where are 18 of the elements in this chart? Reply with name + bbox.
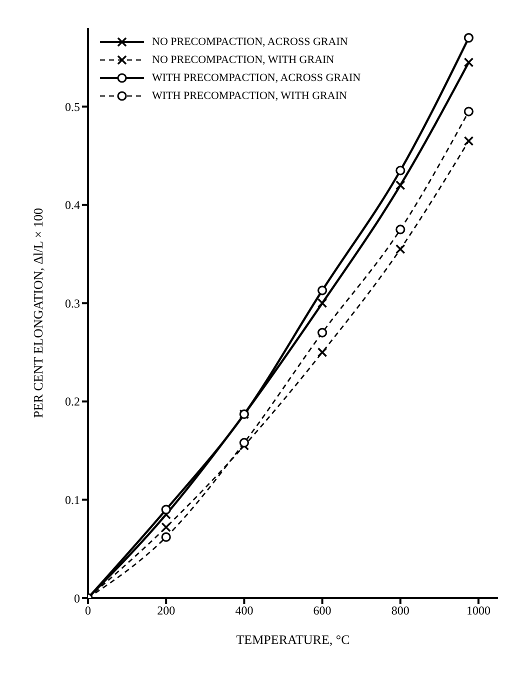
y-tick-label: 0.1 — [65, 492, 80, 507]
y-tick-label: 0 — [74, 591, 80, 606]
x-tick-label: 800 — [391, 604, 410, 618]
legend-label: WITH PRECOMPACTION, ACROSS GRAIN — [152, 72, 361, 84]
y-tick-label: 0.3 — [65, 296, 80, 310]
legend-label: NO PRECOMPACTION, WITH GRAIN — [152, 54, 334, 66]
y-tick-label: 0.2 — [65, 394, 80, 409]
x-tick-label: 600 — [313, 604, 332, 618]
x-tick-label: 0 — [85, 604, 91, 618]
x-tick-label: 400 — [235, 604, 254, 618]
y-tick-label: 0.5 — [65, 100, 80, 114]
x-tick-label: 1000 — [466, 604, 490, 618]
legend-label: NO PRECOMPACTION, ACROSS GRAIN — [152, 36, 348, 48]
y-tick-label: 0.4 — [65, 198, 80, 212]
x-tick-label: 200 — [157, 604, 176, 618]
y-axis-title: PER CENT ELONGATION, Δl/L × 100 — [30, 208, 46, 418]
x-axis-title: TEMPERATURE, °C — [236, 632, 350, 647]
legend-label: WITH PRECOMPACTION, WITH GRAIN — [152, 90, 347, 102]
